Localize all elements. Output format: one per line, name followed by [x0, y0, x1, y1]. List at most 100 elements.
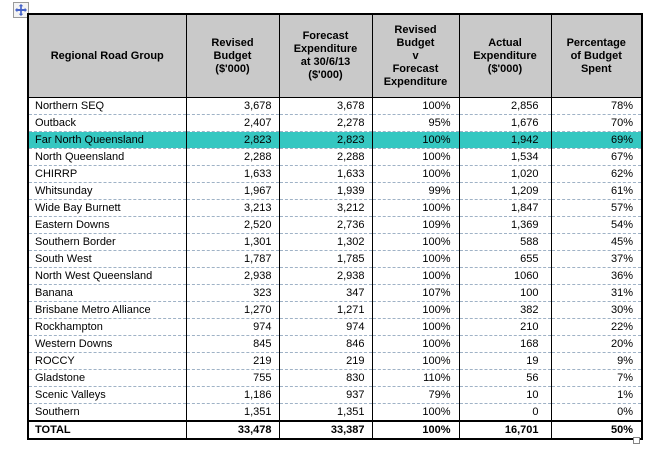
cell-forecast_expenditure[interactable]: 347	[278, 284, 373, 302]
cell-revised_budget[interactable]: 1,633	[185, 165, 280, 183]
cell-forecast_expenditure[interactable]: 937	[278, 386, 373, 404]
cell-forecast_expenditure[interactable]: 1,939	[278, 182, 373, 200]
cell-forecast_expenditure[interactable]: 2,278	[278, 114, 373, 132]
cell-revised_budget[interactable]: 755	[185, 369, 280, 387]
cell-revised_budget[interactable]: 3,678	[185, 97, 280, 115]
cell-budget_v_forecast[interactable]: 109%	[371, 216, 460, 234]
cell-budget_v_forecast[interactable]: 110%	[371, 369, 460, 387]
total-cell-budget_v_forecast[interactable]: 100%	[371, 420, 460, 439]
cell-revised_budget[interactable]: 2,823	[185, 131, 280, 149]
total-cell-revised_budget[interactable]: 33,478	[185, 420, 280, 439]
cell-actual_expenditure[interactable]: 210	[458, 318, 552, 336]
cell-name[interactable]: North Queensland	[27, 148, 187, 166]
cell-forecast_expenditure[interactable]: 1,302	[278, 233, 373, 251]
cell-revised_budget[interactable]: 323	[185, 284, 280, 302]
cell-forecast_expenditure[interactable]: 3,678	[278, 97, 373, 115]
cell-revised_budget[interactable]: 1,186	[185, 386, 280, 404]
cell-name[interactable]: Whitsunday	[27, 182, 187, 200]
cell-actual_expenditure[interactable]: 10	[458, 386, 552, 404]
cell-revised_budget[interactable]: 2,407	[185, 114, 280, 132]
cell-name[interactable]: Brisbane Metro Alliance	[27, 301, 187, 319]
header-regional-road-group[interactable]: Regional Road Group	[27, 13, 187, 98]
cell-revised_budget[interactable]: 845	[185, 335, 280, 353]
cell-actual_expenditure[interactable]: 1060	[458, 267, 552, 285]
cell-name[interactable]: ROCCY	[27, 352, 187, 370]
header-forecast-expenditure[interactable]: Forecast Expenditure at 30/6/13 ($'000)	[278, 13, 373, 98]
cell-name[interactable]: Eastern Downs	[27, 216, 187, 234]
total-cell-actual_expenditure[interactable]: 16,701	[458, 420, 552, 439]
cell-forecast_expenditure[interactable]: 1,785	[278, 250, 373, 268]
cell-budget_v_forecast[interactable]: 100%	[371, 131, 460, 149]
header-actual-expenditure[interactable]: Actual Expenditure ($'000)	[458, 13, 552, 98]
cell-name[interactable]: North West Queensland	[27, 267, 187, 285]
cell-forecast_expenditure[interactable]: 1,271	[278, 301, 373, 319]
cell-actual_expenditure[interactable]: 655	[458, 250, 552, 268]
cell-pct_spent[interactable]: 30%	[550, 301, 643, 319]
cell-revised_budget[interactable]: 2,288	[185, 148, 280, 166]
cell-name[interactable]: South West	[27, 250, 187, 268]
cell-budget_v_forecast[interactable]: 100%	[371, 352, 460, 370]
cell-pct_spent[interactable]: 78%	[550, 97, 643, 115]
cell-name[interactable]: Scenic Valleys	[27, 386, 187, 404]
cell-pct_spent[interactable]: 31%	[550, 284, 643, 302]
cell-name[interactable]: Southern Border	[27, 233, 187, 251]
cell-actual_expenditure[interactable]: 0	[458, 403, 552, 421]
cell-budget_v_forecast[interactable]: 100%	[371, 165, 460, 183]
cell-revised_budget[interactable]: 1,787	[185, 250, 280, 268]
cell-actual_expenditure[interactable]: 588	[458, 233, 552, 251]
cell-budget_v_forecast[interactable]: 100%	[371, 335, 460, 353]
cell-forecast_expenditure[interactable]: 974	[278, 318, 373, 336]
cell-name[interactable]: Outback	[27, 114, 187, 132]
cell-forecast_expenditure[interactable]: 2,288	[278, 148, 373, 166]
header-percentage-spent[interactable]: Percentage of Budget Spent	[550, 13, 643, 98]
cell-forecast_expenditure[interactable]: 3,212	[278, 199, 373, 217]
cell-pct_spent[interactable]: 69%	[550, 131, 643, 149]
cell-actual_expenditure[interactable]: 1,942	[458, 131, 552, 149]
cell-revised_budget[interactable]: 219	[185, 352, 280, 370]
cell-actual_expenditure[interactable]: 1,020	[458, 165, 552, 183]
cell-actual_expenditure[interactable]: 2,856	[458, 97, 552, 115]
header-revised-budget[interactable]: Revised Budget ($'000)	[185, 13, 280, 98]
cell-budget_v_forecast[interactable]: 99%	[371, 182, 460, 200]
cell-pct_spent[interactable]: 70%	[550, 114, 643, 132]
cell-revised_budget[interactable]: 974	[185, 318, 280, 336]
cell-name[interactable]: Banana	[27, 284, 187, 302]
cell-revised_budget[interactable]: 1,301	[185, 233, 280, 251]
cell-forecast_expenditure[interactable]: 1,351	[278, 403, 373, 421]
cell-name[interactable]: Northern SEQ	[27, 97, 187, 115]
cell-budget_v_forecast[interactable]: 100%	[371, 318, 460, 336]
cell-revised_budget[interactable]: 1,967	[185, 182, 280, 200]
cell-budget_v_forecast[interactable]: 95%	[371, 114, 460, 132]
cell-budget_v_forecast[interactable]: 100%	[371, 301, 460, 319]
cell-budget_v_forecast[interactable]: 100%	[371, 199, 460, 217]
cell-pct_spent[interactable]: 54%	[550, 216, 643, 234]
cell-pct_spent[interactable]: 67%	[550, 148, 643, 166]
cell-name[interactable]: Far North Queensland	[27, 131, 187, 149]
cell-name[interactable]: Southern	[27, 403, 187, 421]
cell-budget_v_forecast[interactable]: 100%	[371, 403, 460, 421]
cell-actual_expenditure[interactable]: 19	[458, 352, 552, 370]
cell-revised_budget[interactable]: 2,520	[185, 216, 280, 234]
cell-forecast_expenditure[interactable]: 2,938	[278, 267, 373, 285]
cell-forecast_expenditure[interactable]: 1,633	[278, 165, 373, 183]
cell-budget_v_forecast[interactable]: 79%	[371, 386, 460, 404]
cell-name[interactable]: CHIRRP	[27, 165, 187, 183]
cell-name[interactable]: Wide Bay Burnett	[27, 199, 187, 217]
cell-pct_spent[interactable]: 7%	[550, 369, 643, 387]
cell-actual_expenditure[interactable]: 1,676	[458, 114, 552, 132]
table-resize-handle[interactable]	[633, 437, 640, 444]
cell-actual_expenditure[interactable]: 1,534	[458, 148, 552, 166]
cell-forecast_expenditure[interactable]: 846	[278, 335, 373, 353]
cell-budget_v_forecast[interactable]: 107%	[371, 284, 460, 302]
cell-name[interactable]: Gladstone	[27, 369, 187, 387]
cell-pct_spent[interactable]: 45%	[550, 233, 643, 251]
cell-actual_expenditure[interactable]: 1,369	[458, 216, 552, 234]
cell-pct_spent[interactable]: 9%	[550, 352, 643, 370]
cell-name[interactable]: Rockhampton	[27, 318, 187, 336]
cell-pct_spent[interactable]: 1%	[550, 386, 643, 404]
cell-forecast_expenditure[interactable]: 2,823	[278, 131, 373, 149]
cell-pct_spent[interactable]: 0%	[550, 403, 643, 421]
cell-pct_spent[interactable]: 22%	[550, 318, 643, 336]
cell-actual_expenditure[interactable]: 1,209	[458, 182, 552, 200]
cell-actual_expenditure[interactable]: 168	[458, 335, 552, 353]
